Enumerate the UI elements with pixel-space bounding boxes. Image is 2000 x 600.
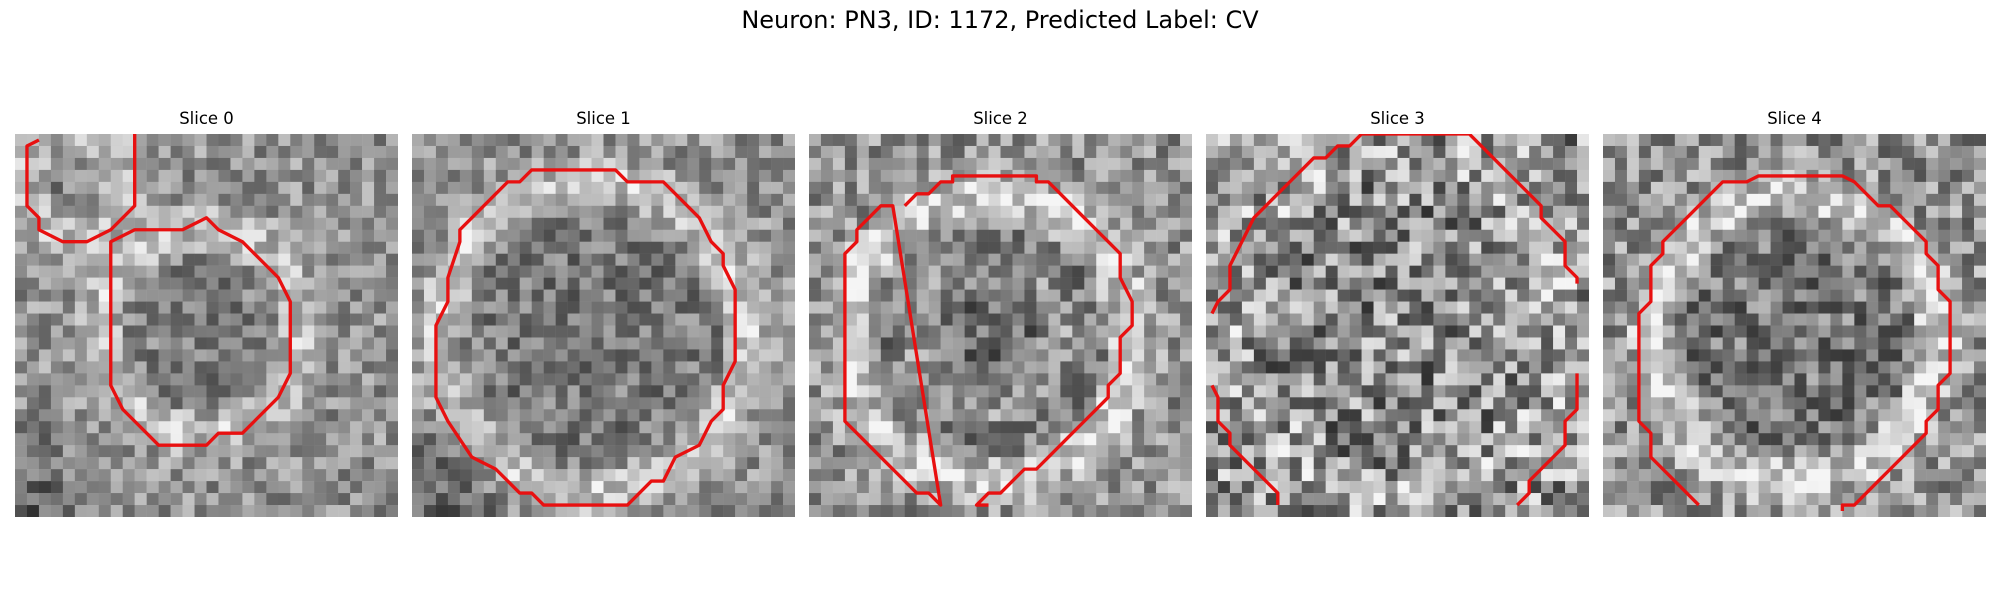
slice-image bbox=[1603, 134, 1986, 517]
segmentation-contour bbox=[1210, 134, 1579, 507]
slice-title: Slice 0 bbox=[179, 109, 234, 128]
grayscale-microscopy-image bbox=[1603, 134, 1986, 517]
slice-title: Slice 1 bbox=[576, 109, 631, 128]
slice-title: Slice 3 bbox=[1370, 109, 1425, 128]
slice-title: Slice 4 bbox=[1767, 109, 1822, 128]
segmentation-contour bbox=[843, 174, 1134, 507]
figure-title: Neuron: PN3, ID: 1172, Predicted Label: … bbox=[741, 6, 1259, 34]
slice-image bbox=[412, 134, 795, 517]
slice-image bbox=[1206, 134, 1589, 517]
slice-panel-3: Slice 3 bbox=[1206, 107, 1589, 517]
grayscale-microscopy-image bbox=[15, 134, 398, 517]
slice-panel-1: Slice 1 bbox=[412, 107, 795, 517]
slice-panel-2: Slice 2 bbox=[809, 107, 1192, 517]
segmentation-contour bbox=[25, 134, 292, 447]
segmentation-contour bbox=[1637, 174, 1952, 512]
segmentation-contour bbox=[434, 168, 737, 507]
slice-image bbox=[809, 134, 1192, 517]
slice-image bbox=[15, 134, 398, 517]
slice-panel-0: Slice 0 bbox=[15, 107, 398, 517]
grayscale-microscopy-image bbox=[809, 134, 1192, 517]
grayscale-microscopy-image bbox=[412, 134, 795, 517]
grayscale-microscopy-image bbox=[1206, 134, 1589, 517]
slice-panel-4: Slice 4 bbox=[1603, 107, 1986, 517]
slice-title: Slice 2 bbox=[973, 109, 1028, 128]
